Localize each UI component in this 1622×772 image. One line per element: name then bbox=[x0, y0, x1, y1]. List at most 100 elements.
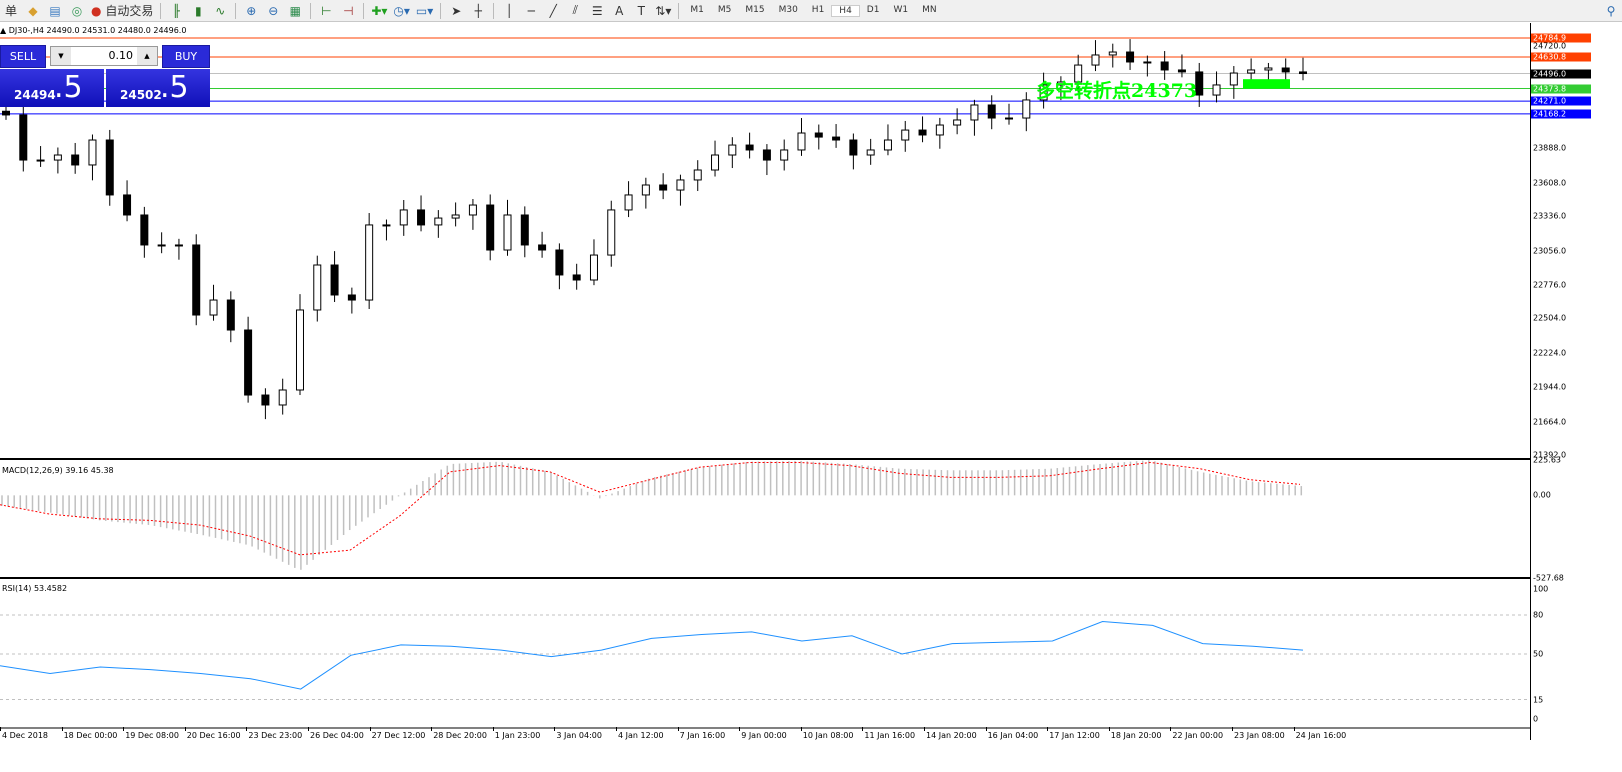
candle-body bbox=[365, 224, 374, 301]
new-indicator-icon[interactable]: ✚▾ bbox=[371, 3, 388, 18]
candle-body bbox=[192, 244, 201, 316]
candle-body bbox=[19, 114, 28, 161]
candle-body bbox=[1074, 64, 1083, 83]
trendline-icon[interactable]: ╱ bbox=[549, 3, 557, 18]
divider bbox=[363, 2, 365, 19]
autoscroll-icon[interactable]: ⊣ bbox=[343, 3, 354, 18]
candle-body bbox=[53, 154, 62, 161]
time-tick: 4 Dec 2018 bbox=[0, 727, 49, 740]
candle-body bbox=[866, 149, 875, 156]
time-tick: 10 Jan 08:00 bbox=[800, 727, 854, 740]
search-icon[interactable]: ⚲ bbox=[1606, 3, 1616, 18]
candle-body bbox=[641, 184, 650, 196]
time-tick: 7 Jan 16:00 bbox=[677, 727, 726, 740]
one-click-trading-panel: SELL ▼ 0.10 ▲ BUY 24494 .5 24502 .5 bbox=[0, 45, 212, 107]
time-tick: 1 Jan 23:00 bbox=[492, 727, 541, 740]
zoom-out-icon[interactable]: ⊖ bbox=[268, 3, 279, 18]
candle-body bbox=[1229, 72, 1238, 86]
time-tick: 23 Dec 23:00 bbox=[246, 727, 303, 740]
timeframe-h4[interactable]: H4 bbox=[831, 4, 860, 17]
time-tick: 17 Jan 12:00 bbox=[1047, 727, 1100, 740]
candle-body bbox=[140, 214, 149, 246]
time-tick: 3 Jan 04:00 bbox=[554, 727, 602, 740]
candle-body bbox=[1247, 69, 1256, 74]
increase-lot-button[interactable]: ▲ bbox=[137, 47, 157, 65]
chart-shift-icon[interactable]: ⊢ bbox=[321, 3, 332, 18]
menu-fragment[interactable]: 单 bbox=[4, 4, 17, 18]
timeframe-mn[interactable]: MN bbox=[922, 4, 937, 15]
crosshair-icon[interactable]: ┼ bbox=[474, 3, 482, 18]
periods-clock-icon[interactable]: ◷▾ bbox=[393, 3, 410, 18]
candle-body bbox=[382, 224, 391, 227]
candle-body bbox=[157, 244, 166, 247]
timeframe-m15[interactable]: M15 bbox=[745, 4, 765, 15]
timeframe-m30[interactable]: M30 bbox=[778, 4, 798, 15]
candle-body bbox=[1195, 71, 1204, 96]
candle-body bbox=[313, 264, 322, 311]
time-tick: 27 Dec 12:00 bbox=[369, 727, 426, 740]
price-tick: 23888.0 bbox=[1533, 143, 1567, 153]
lot-input[interactable]: 0.10 bbox=[108, 49, 134, 62]
macd-tick: 0.00 bbox=[1533, 490, 1551, 500]
fibonacci-icon[interactable]: ☰ bbox=[591, 3, 603, 18]
price-tick: 22776.0 bbox=[1533, 280, 1567, 290]
time-tick: 16 Jan 04:00 bbox=[985, 727, 1039, 740]
time-tick: 9 Jan 00:00 bbox=[739, 727, 787, 740]
price-tick: 23608.0 bbox=[1533, 178, 1567, 188]
sell-price-button[interactable]: 24494 .5 bbox=[0, 69, 104, 107]
book-icon[interactable]: ◆ bbox=[28, 3, 38, 18]
cursor-icon[interactable]: ➤ bbox=[451, 3, 462, 18]
time-tick: 11 Jan 16:00 bbox=[862, 727, 916, 740]
signal-icon[interactable]: ◎ bbox=[71, 3, 83, 18]
channel-icon[interactable]: ⫽ bbox=[572, 3, 578, 17]
candle-body bbox=[676, 179, 685, 191]
rsi-line bbox=[0, 620, 1304, 690]
time-tick: 24 Jan 16:00 bbox=[1293, 727, 1347, 740]
candle-body bbox=[780, 149, 789, 161]
candle-body bbox=[295, 309, 304, 391]
timeframe-bar: M1 M5 M15 M30 H1 H4 D1 W1 MN bbox=[683, 4, 943, 17]
candle-body bbox=[1281, 67, 1290, 73]
timeframe-w1[interactable]: W1 bbox=[893, 4, 909, 15]
candle-body bbox=[953, 119, 962, 126]
candle-body bbox=[71, 154, 80, 166]
symbol-ohlc: DJ30-,H4 24490.0 24531.0 24480.0 24496.0 bbox=[8, 26, 187, 35]
decrease-lot-button[interactable]: ▼ bbox=[51, 47, 71, 65]
server-icon[interactable]: ▤ bbox=[49, 3, 61, 18]
candle-body bbox=[105, 139, 114, 196]
time-tick: 19 Dec 08:00 bbox=[123, 727, 179, 740]
candle-body bbox=[1022, 99, 1031, 119]
chart-area[interactable] bbox=[0, 23, 1530, 740]
buy-button[interactable]: BUY bbox=[162, 45, 210, 68]
time-axis: 4 Dec 2018 18 Dec 00:00 19 Dec 08:00 20 Dec… bbox=[0, 727, 1530, 748]
pivot-annotation: 多空转折点24373 bbox=[1036, 80, 1198, 102]
rsi-tick: 80 bbox=[1533, 610, 1544, 620]
timeframe-d1[interactable]: D1 bbox=[866, 4, 880, 15]
candle-body bbox=[347, 294, 356, 301]
candle-body bbox=[814, 132, 823, 138]
price-tick: 22224.0 bbox=[1533, 348, 1567, 358]
arrows-icon[interactable]: ⇅▾ bbox=[655, 3, 672, 18]
tile-windows-icon[interactable]: ▦ bbox=[289, 3, 301, 18]
vertical-line-icon[interactable]: │ bbox=[505, 3, 513, 18]
horizontal-line-icon[interactable]: ─ bbox=[527, 3, 535, 18]
zoom-in-icon[interactable]: ⊕ bbox=[246, 3, 257, 18]
auto-trading-button[interactable]: ● 自动交易 bbox=[88, 1, 156, 21]
timeframe-m1[interactable]: M1 bbox=[690, 4, 704, 15]
text-label-icon[interactable]: T bbox=[637, 3, 645, 18]
timeframe-m5[interactable]: M5 bbox=[717, 4, 732, 15]
bar-chart-icon[interactable]: ╟ bbox=[172, 3, 180, 18]
candle-body bbox=[659, 184, 668, 191]
timeframe-h1[interactable]: H1 bbox=[811, 4, 825, 15]
candle-body bbox=[399, 209, 408, 226]
templates-icon[interactable]: ▭▾ bbox=[415, 3, 434, 18]
price-tick: 23056.0 bbox=[1533, 246, 1567, 255]
text-icon[interactable]: A bbox=[615, 3, 624, 18]
divider bbox=[310, 2, 312, 19]
buy-price-pips: .5 bbox=[160, 70, 189, 105]
candlestick-icon[interactable]: ▮ bbox=[195, 3, 202, 18]
sell-button[interactable]: SELL bbox=[0, 45, 46, 68]
candle-body bbox=[572, 274, 581, 281]
line-chart-icon[interactable]: ∿ bbox=[215, 3, 226, 18]
buy-price-button[interactable]: 24502 .5 bbox=[106, 69, 210, 107]
